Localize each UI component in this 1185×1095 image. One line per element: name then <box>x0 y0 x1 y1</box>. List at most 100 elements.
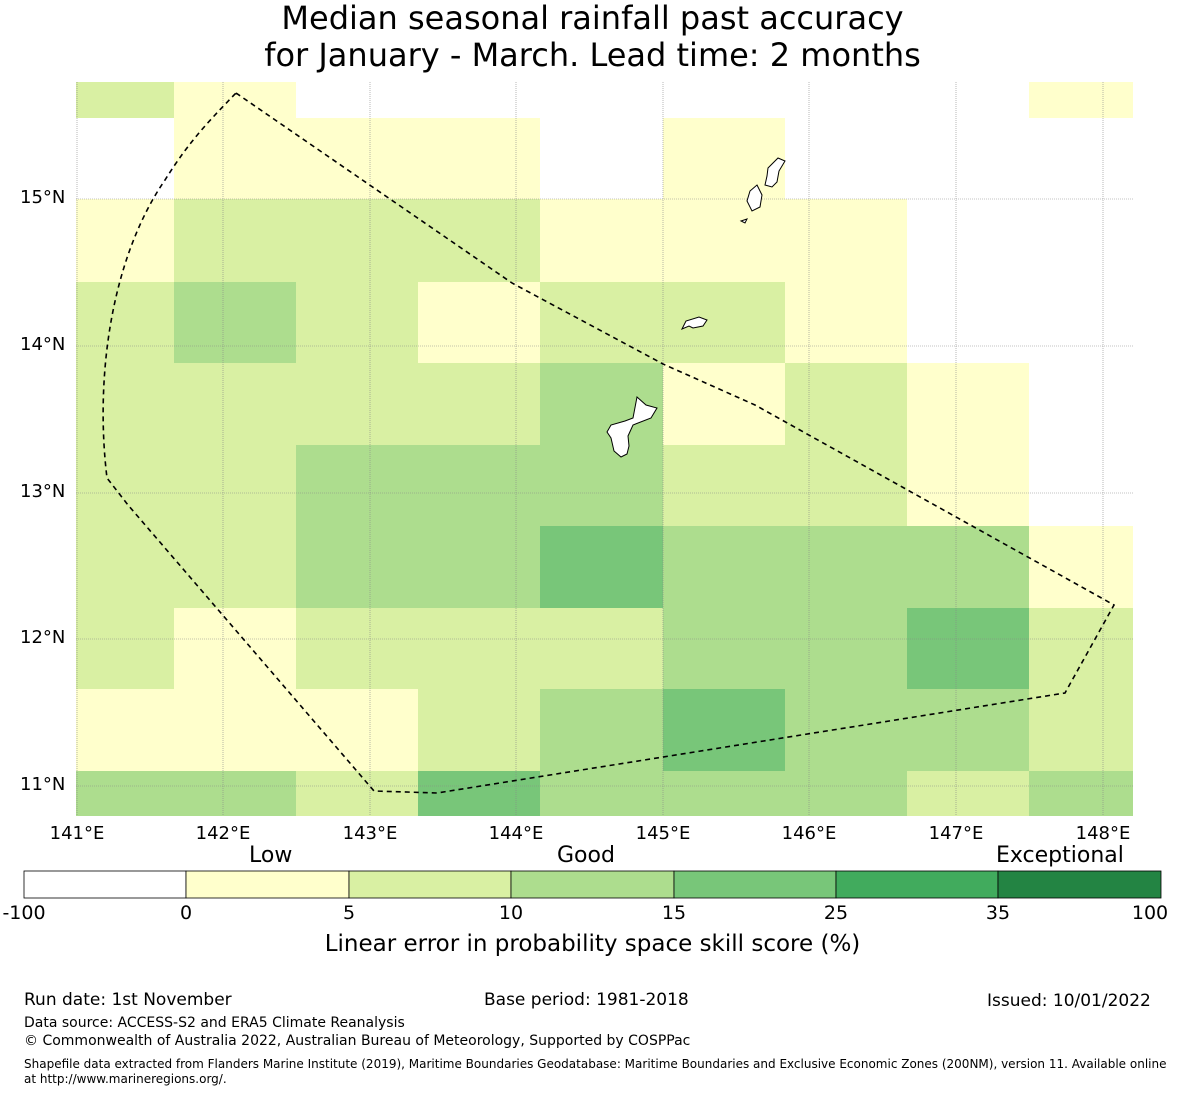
grid-cell <box>663 445 785 526</box>
grid-cell <box>1029 608 1133 689</box>
grid-cell <box>540 282 663 363</box>
grid-cell <box>296 771 418 816</box>
colorbar <box>23 870 1162 899</box>
grid-cell <box>785 199 907 282</box>
lon-label: 148°E <box>1075 823 1131 844</box>
grid-cell <box>1029 82 1133 118</box>
lon-label: 147°E <box>928 823 984 844</box>
run-date: Run date: 1st November <box>24 990 232 1010</box>
lat-label: 11°N <box>20 774 66 795</box>
grid-cell <box>907 526 1029 608</box>
data-source: Data source: ACCESS-S2 and ERA5 Climate … <box>24 1015 405 1031</box>
lon-label: 141°E <box>49 823 105 844</box>
grid-cell <box>296 118 418 199</box>
colorbar-tick: 0 <box>179 902 193 924</box>
category-low: Low <box>249 843 293 868</box>
grid-cell <box>418 282 540 363</box>
grid-cell <box>540 199 663 282</box>
copyright: © Commonwealth of Australia 2022, Austra… <box>24 1033 691 1049</box>
grid-cell <box>907 82 1029 118</box>
shapefile-credit: Shapefile data extracted from Flanders M… <box>24 1057 1167 1086</box>
grid-cell <box>907 689 1029 771</box>
grid-cell <box>296 199 418 282</box>
grid-cell <box>785 689 907 771</box>
grid-cell <box>663 689 785 771</box>
grid-cell <box>1029 118 1133 199</box>
lon-label: 143°E <box>342 823 398 844</box>
colorbar-tick: 5 <box>342 902 356 924</box>
colorbar-title: Linear error in probability space skill … <box>324 931 861 957</box>
map-title-line-2: for January - March. Lead time: 2 months <box>264 36 921 74</box>
grid-cell <box>785 363 907 445</box>
grid-cell <box>76 689 174 771</box>
grid-cell <box>296 363 418 445</box>
base-period: Base period: 1981-2018 <box>484 990 689 1010</box>
grid-cell <box>785 282 907 363</box>
skill-grid <box>76 82 1133 816</box>
island-rota <box>680 316 708 330</box>
grid-cell <box>1029 445 1133 526</box>
colorbar-segment <box>673 870 837 899</box>
grid-cell <box>296 526 418 608</box>
grid-cell <box>907 118 1029 199</box>
lon-label: 142°E <box>195 823 251 844</box>
grid-cell <box>174 363 296 445</box>
grid-cell <box>1029 363 1133 445</box>
grid-cell <box>785 82 907 118</box>
eez-boundary <box>102 91 1116 794</box>
grid-cell <box>418 199 540 282</box>
grid-cell <box>296 445 418 526</box>
grid-cell <box>174 689 296 771</box>
grid-cell <box>418 771 540 816</box>
grid-cell <box>663 282 785 363</box>
island-guam <box>606 396 658 458</box>
grid-cell <box>418 363 540 445</box>
colorbar-segment <box>997 870 1162 899</box>
grid-cell <box>418 118 540 199</box>
grid-cell <box>907 363 1029 445</box>
island-aguijan <box>739 218 748 224</box>
colorbar-segment <box>510 870 675 899</box>
graticule <box>76 82 1133 816</box>
island-tinian <box>746 184 763 212</box>
grid-cell <box>76 363 174 445</box>
island-saipan <box>764 157 786 188</box>
grid-cell <box>76 526 174 608</box>
grid-cell <box>418 608 540 689</box>
grid-cell <box>174 82 296 118</box>
grid-cell <box>1029 771 1133 816</box>
grid-cell <box>418 689 540 771</box>
lon-label: 145°E <box>635 823 691 844</box>
grid-cell <box>174 771 296 816</box>
grid-cell <box>76 199 174 282</box>
grid-cell <box>663 771 785 816</box>
grid-cell <box>907 445 1029 526</box>
grid-cell <box>540 771 663 816</box>
grid-cell <box>540 608 663 689</box>
colorbar-segment <box>23 870 187 899</box>
grid-cell <box>296 689 418 771</box>
grid-cell <box>907 282 1029 363</box>
grid-cell <box>785 118 907 199</box>
lat-label: 15°N <box>20 187 66 208</box>
lon-label: 144°E <box>488 823 544 844</box>
islands <box>606 157 786 458</box>
grid-cell <box>785 445 907 526</box>
grid-cell <box>785 608 907 689</box>
map-title-line-1: Median seasonal rainfall past accuracy <box>281 0 904 37</box>
grid-cell <box>174 199 296 282</box>
grid-cell <box>418 445 540 526</box>
grid-cell <box>174 608 296 689</box>
grid-cell <box>76 118 174 199</box>
grid-cell <box>76 82 174 118</box>
colorbar-segment <box>835 870 999 899</box>
grid-cell <box>296 82 418 118</box>
category-good: Good <box>557 843 615 868</box>
grid-cell <box>540 445 663 526</box>
grid-cell <box>540 82 663 118</box>
grid-cell <box>174 118 296 199</box>
colorbar-tick: 15 <box>661 902 687 924</box>
issued-date: Issued: 10/01/2022 <box>987 991 1151 1011</box>
grid-cell <box>663 608 785 689</box>
